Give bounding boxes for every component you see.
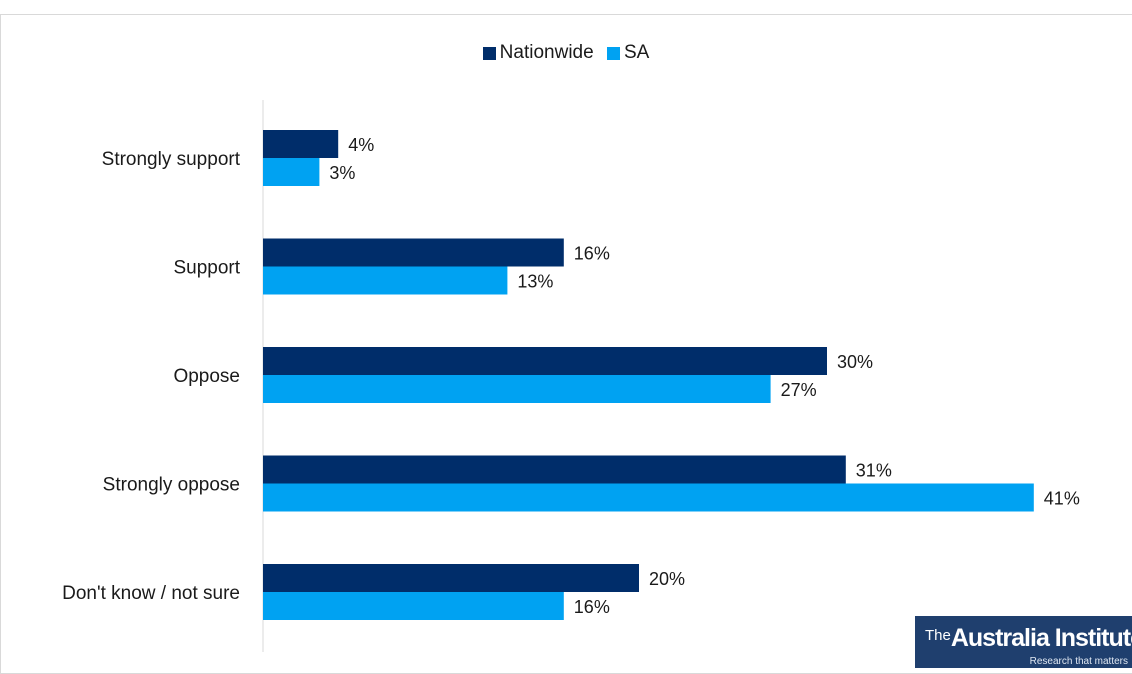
data-label-nationwide-don-t-know-not-sure: 20% (649, 569, 685, 589)
data-label-sa-don-t-know-not-sure: 16% (574, 597, 610, 617)
category-label-support: Support (173, 258, 240, 279)
legend-label-sa: SA (623, 42, 650, 63)
category-label-strongly-oppose: Strongly oppose (103, 475, 240, 496)
logo-prefix: The (925, 627, 951, 644)
data-label-sa-support: 13% (517, 272, 553, 292)
category-label-oppose: Oppose (173, 366, 240, 387)
logo-name: TheAustralia Institute (925, 624, 1132, 653)
bar-sa-strongly-oppose (263, 483, 1034, 512)
bar-nationwide-strongly-support (263, 130, 339, 158)
bar-sa-don-t-know-not-sure (263, 592, 564, 620)
bar-sa-support (263, 266, 508, 295)
bar-nationwide-support (263, 238, 564, 267)
data-label-sa-strongly-oppose: 41% (1044, 489, 1080, 509)
legend-swatch-sa (606, 46, 620, 60)
legend: Nationwide SA (0, 42, 1132, 66)
bar-nationwide-oppose (263, 347, 827, 375)
legend-swatch-nationwide (482, 46, 496, 60)
legend-item-sa: SA (606, 42, 650, 64)
bar-sa-strongly-support (263, 158, 320, 186)
legend-label-nationwide: Nationwide (499, 42, 594, 63)
bar-nationwide-don-t-know-not-sure (263, 564, 639, 592)
data-label-nationwide-strongly-support: 4% (348, 135, 374, 155)
data-label-nationwide-oppose: 30% (837, 352, 873, 372)
data-label-sa-strongly-support: 3% (329, 163, 355, 183)
legend-item-nationwide: Nationwide (482, 42, 594, 64)
category-label-don-t-know-not-sure: Don't know / not sure (62, 583, 240, 604)
bar-sa-oppose (263, 375, 771, 403)
logo-tagline: Research that matters (1029, 656, 1128, 667)
logo-title: Australia Institute (950, 624, 1132, 652)
data-label-nationwide-strongly-oppose: 31% (856, 461, 892, 481)
data-label-sa-oppose: 27% (781, 380, 817, 400)
bar-nationwide-strongly-oppose (263, 455, 846, 484)
data-label-nationwide-support: 16% (574, 244, 610, 264)
category-label-strongly-support: Strongly support (102, 149, 241, 170)
australia-institute-logo: TheAustralia Institute Research that mat… (915, 616, 1132, 668)
